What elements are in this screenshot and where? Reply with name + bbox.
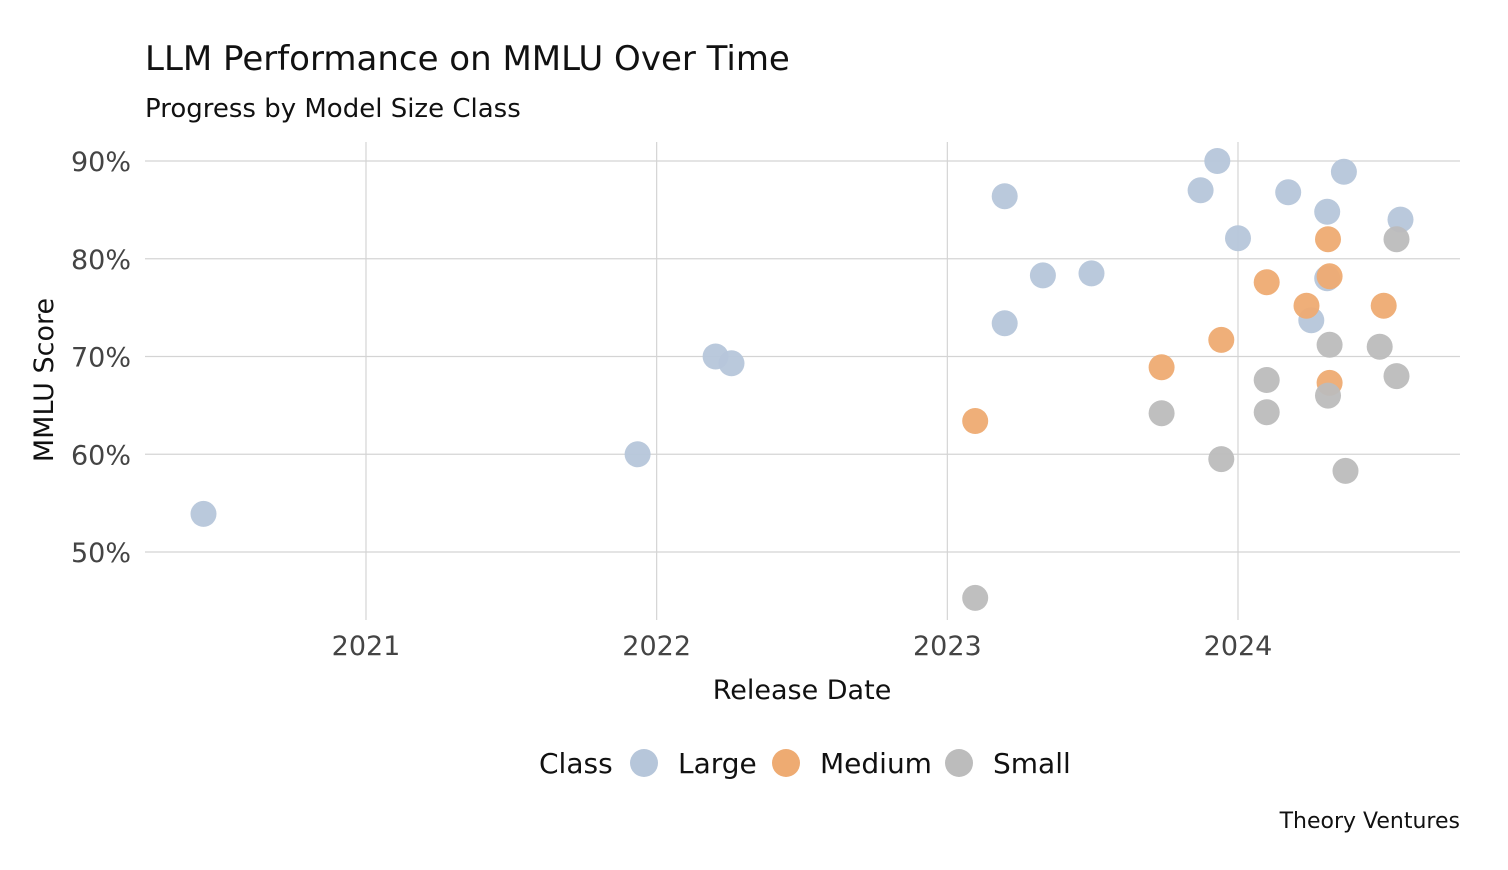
data-point-large[interactable] bbox=[190, 500, 217, 527]
data-point-medium[interactable] bbox=[1208, 326, 1235, 353]
data-point-large[interactable] bbox=[991, 310, 1018, 337]
data-point-large[interactable] bbox=[1314, 198, 1341, 225]
grid bbox=[145, 142, 1460, 620]
data-point-small[interactable] bbox=[1383, 226, 1410, 253]
data-point-medium[interactable] bbox=[1253, 269, 1280, 296]
legend: Class Large Medium Small bbox=[539, 747, 1071, 780]
x-axis-title: Release Date bbox=[713, 675, 892, 706]
legend-swatch bbox=[630, 749, 658, 777]
data-point-large[interactable] bbox=[718, 350, 745, 377]
legend-item-medium: Medium bbox=[772, 747, 932, 780]
data-point-small[interactable] bbox=[1332, 457, 1359, 484]
data-point-medium[interactable] bbox=[1148, 354, 1175, 381]
x-tick-label: 2023 bbox=[913, 631, 982, 662]
legend-swatch bbox=[945, 749, 973, 777]
data-point-small[interactable] bbox=[962, 584, 989, 611]
data-point-medium[interactable] bbox=[1316, 263, 1343, 290]
x-tick-label: 2024 bbox=[1204, 631, 1273, 662]
data-point-large[interactable] bbox=[1330, 158, 1357, 185]
legend-label: Medium bbox=[820, 747, 932, 780]
legend-item-large: Large bbox=[630, 747, 757, 780]
data-point-large[interactable] bbox=[624, 441, 651, 468]
data-point-large[interactable] bbox=[1078, 260, 1105, 287]
x-tick-label: 2022 bbox=[622, 631, 691, 662]
legend-title: Class bbox=[539, 747, 613, 780]
legend-label: Large bbox=[678, 747, 757, 780]
y-tick-label: 90% bbox=[71, 147, 131, 178]
legend-item-small: Small bbox=[945, 747, 1071, 780]
y-axis-ticks: 50% 60% 70% 80% 90% bbox=[71, 147, 131, 569]
data-point-large[interactable] bbox=[1204, 148, 1231, 174]
data-point-small[interactable] bbox=[1316, 331, 1343, 358]
data-point-small[interactable] bbox=[1315, 382, 1341, 409]
data-point-small[interactable] bbox=[1383, 363, 1410, 390]
chart-subtitle: Progress by Model Size Class bbox=[145, 94, 521, 124]
data-point-large[interactable] bbox=[1187, 177, 1214, 204]
data-point-small[interactable] bbox=[1366, 333, 1393, 360]
data-point-large[interactable] bbox=[991, 183, 1018, 210]
data-point-large[interactable] bbox=[1387, 206, 1414, 233]
x-tick-label: 2021 bbox=[332, 631, 401, 662]
series-small bbox=[962, 226, 1410, 611]
chart-caption: Theory Ventures bbox=[1279, 809, 1460, 834]
x-axis-ticks: 2021 2022 2023 2024 bbox=[332, 631, 1273, 662]
y-axis-title: MMLU Score bbox=[29, 298, 60, 462]
data-point-small[interactable] bbox=[1253, 367, 1280, 393]
data-point-large[interactable] bbox=[1225, 225, 1251, 252]
data-point-small[interactable] bbox=[1148, 400, 1175, 427]
data-point-medium[interactable] bbox=[1293, 292, 1320, 319]
series-large bbox=[190, 148, 1414, 527]
data-point-medium[interactable] bbox=[1370, 292, 1397, 319]
legend-label: Small bbox=[993, 747, 1071, 780]
y-tick-label: 50% bbox=[71, 538, 131, 569]
data-point-small[interactable] bbox=[1208, 446, 1235, 473]
data-point-large[interactable] bbox=[1275, 179, 1302, 206]
data-point-small[interactable] bbox=[1253, 399, 1280, 426]
data-point-medium[interactable] bbox=[1315, 226, 1341, 253]
data-point-medium[interactable] bbox=[962, 408, 989, 434]
legend-swatch bbox=[772, 749, 800, 777]
y-tick-label: 80% bbox=[71, 245, 131, 276]
y-tick-label: 70% bbox=[71, 343, 131, 374]
data-point-large[interactable] bbox=[1029, 262, 1056, 289]
y-tick-label: 60% bbox=[71, 440, 131, 471]
chart-title: LLM Performance on MMLU Over Time bbox=[145, 39, 790, 79]
data-points bbox=[190, 148, 1414, 611]
